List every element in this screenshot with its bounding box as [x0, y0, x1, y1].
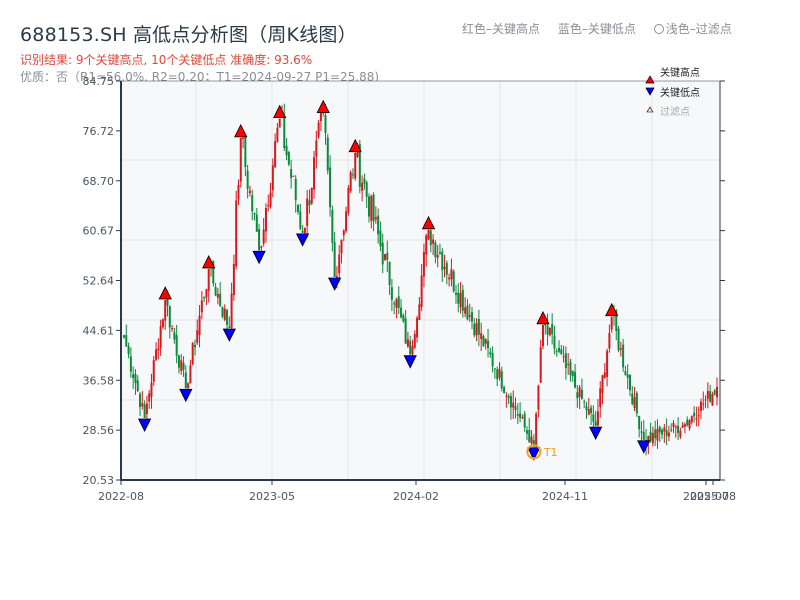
svg-text:36.58: 36.58 [83, 374, 115, 387]
low-marker-icon [589, 426, 603, 441]
legend-blue-label: 蓝色–关键低点 [557, 22, 636, 36]
filtered-marker-icon [646, 106, 654, 113]
svg-text:2022-08: 2022-08 [98, 490, 144, 503]
low-marker-icon [637, 440, 651, 454]
plot-legend: 关键高点 关键低点 过滤点 [645, 66, 700, 118]
high-marker-icon [234, 123, 248, 138]
high-marker-icon [316, 99, 330, 114]
ring-icon [653, 24, 664, 34]
top-legend: 红色–关键高点 蓝色–关键低点 浅色–过滤点 [462, 20, 746, 37]
high-marker-icon [202, 255, 216, 269]
high-marker-icon [536, 310, 550, 325]
svg-text:2023-05: 2023-05 [249, 490, 295, 503]
high-marker-icon [273, 104, 287, 118]
legend-low: 关键低点 [660, 86, 700, 99]
svg-text:20.53: 20.53 [83, 474, 115, 487]
legend-filtered-label: 浅色–过滤点 [665, 22, 732, 36]
svg-text:2025-08: 2025-08 [690, 490, 736, 503]
low-marker-icon [252, 250, 266, 265]
quality-summary: 优质：否（R1=56.0%, R2=0.20；T1=2024-09-27 P1=… [20, 70, 380, 84]
pivot-markers: T1 [137, 99, 651, 461]
svg-text:68.70: 68.70 [83, 175, 115, 188]
candles [123, 103, 718, 456]
result-summary: 识别结果: 9个关键高点, 10个关键低点 准确度: 93.6% [20, 53, 313, 67]
high-marker-icon [605, 302, 619, 317]
svg-text:60.67: 60.67 [83, 225, 115, 238]
high-marker-icon [421, 215, 436, 230]
low-marker-icon [295, 233, 310, 247]
svg-text:28.56: 28.56 [83, 424, 115, 437]
svg-text:52.64: 52.64 [83, 275, 115, 288]
low-marker-icon [527, 447, 541, 461]
low-marker-icon [222, 328, 236, 342]
low-marker-icon [137, 418, 152, 432]
high-marker-icon [348, 138, 362, 153]
low-marker-icon [179, 388, 193, 403]
svg-text:T1: T1 [543, 446, 558, 459]
low-marker-icon [645, 87, 655, 96]
high-marker-icon [645, 75, 655, 84]
low-marker-icon [403, 355, 417, 369]
high-marker-icon [158, 286, 172, 300]
plot-area [121, 81, 720, 480]
grid-lines [121, 81, 720, 480]
svg-text:2025-07: 2025-07 [683, 490, 729, 503]
chart-title: 688153.SH 高低点分析图（周K线图） [20, 24, 357, 46]
legend-high: 关键高点 [660, 66, 700, 79]
legend-red-label: 红色–关键高点 [462, 22, 541, 36]
svg-text:84.75: 84.75 [83, 75, 115, 88]
svg-text:76.72: 76.72 [83, 125, 115, 138]
svg-text:2024-11: 2024-11 [542, 490, 588, 503]
axes: 20.53 28.56 36.58 44.61 52.64 60.67 68.70 76.72… [83, 75, 736, 503]
svg-text:44.61: 44.61 [83, 324, 115, 337]
low-marker-icon [327, 277, 342, 291]
svg-text:2024-02: 2024-02 [393, 490, 439, 503]
legend-filtered: 过滤点 [660, 105, 690, 118]
